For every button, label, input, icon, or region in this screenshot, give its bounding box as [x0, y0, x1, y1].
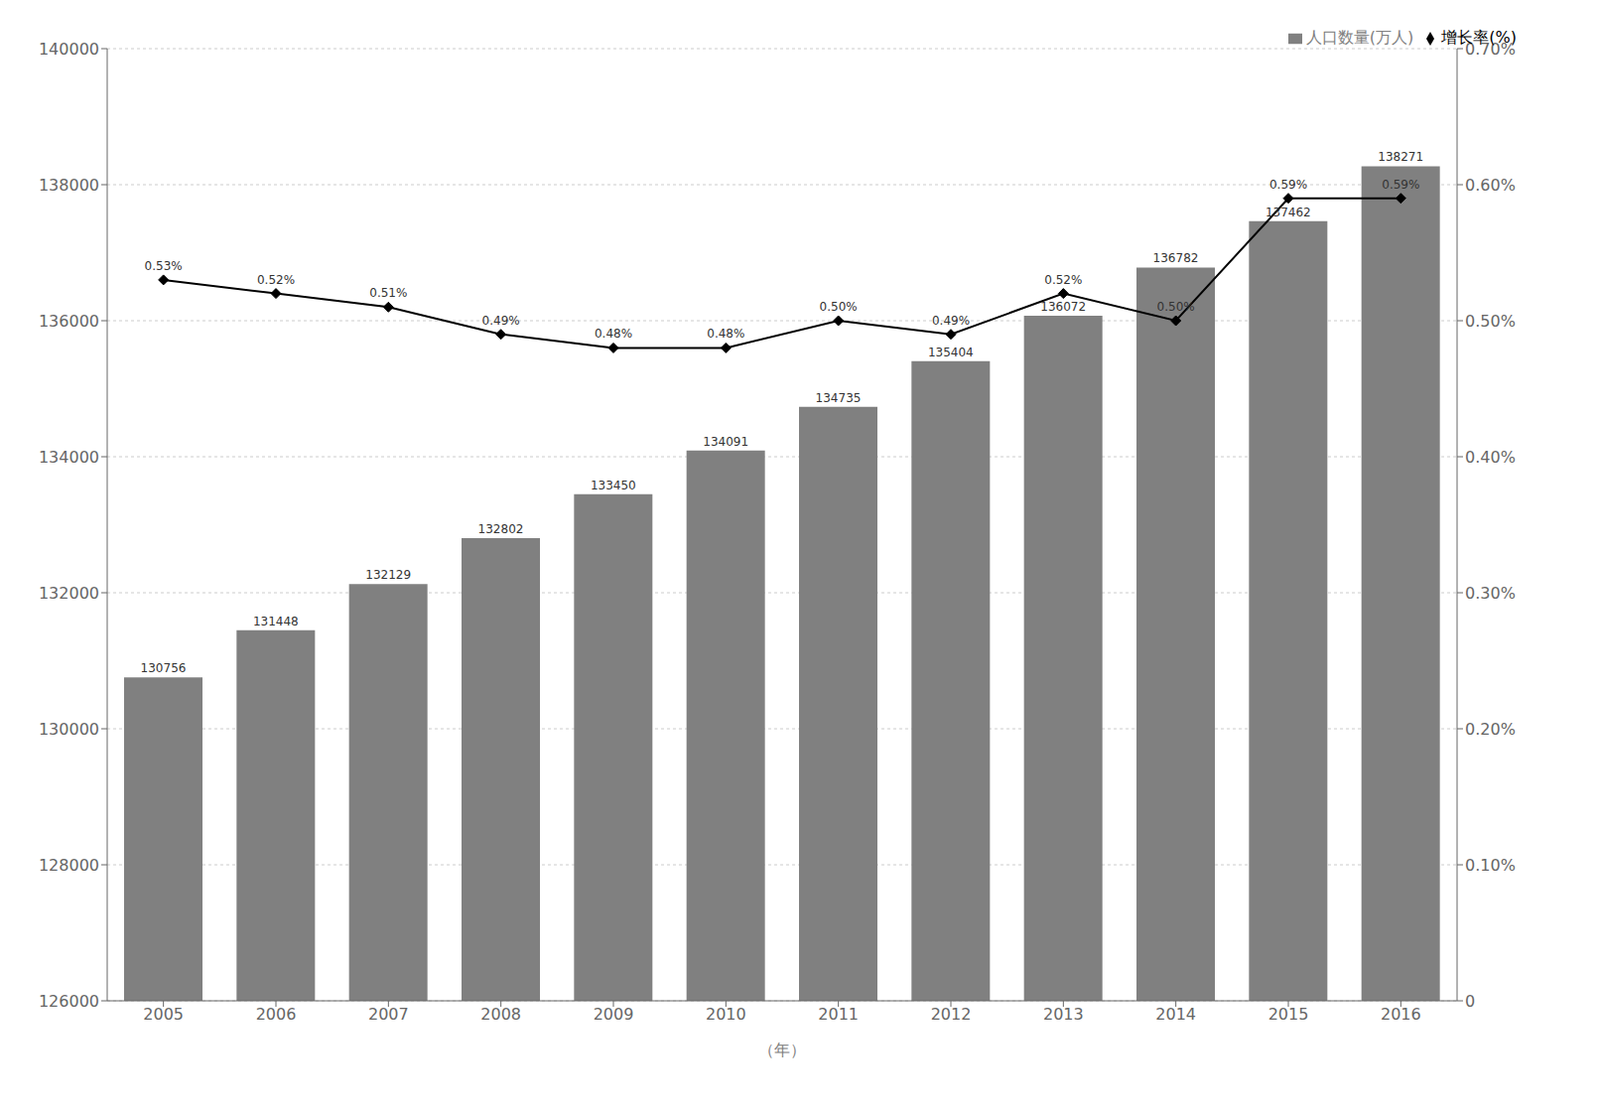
- svg-text:136782: 136782: [1153, 251, 1200, 266]
- svg-text:136000: 136000: [38, 311, 100, 331]
- svg-text:138000: 138000: [38, 175, 100, 195]
- svg-text:0.51%: 0.51%: [369, 285, 407, 300]
- svg-text:135404: 135404: [928, 345, 974, 360]
- svg-text:2013: 2013: [1043, 1004, 1084, 1024]
- svg-text:0.60%: 0.60%: [1465, 175, 1516, 195]
- svg-text:138271: 138271: [1377, 149, 1424, 164]
- svg-text:0.49%: 0.49%: [932, 313, 970, 328]
- svg-text:2011: 2011: [817, 1004, 859, 1024]
- svg-text:2008: 2008: [480, 1004, 522, 1024]
- svg-text:2009: 2009: [593, 1004, 635, 1024]
- svg-text:132802: 132802: [478, 522, 525, 536]
- svg-text:0.52%: 0.52%: [257, 272, 295, 287]
- svg-text:133450: 133450: [590, 478, 637, 493]
- svg-text:（年）: （年）: [758, 1040, 806, 1060]
- svg-text:132129: 132129: [365, 567, 411, 582]
- svg-text:126000: 126000: [38, 991, 100, 1011]
- svg-text:2015: 2015: [1268, 1004, 1310, 1024]
- svg-text:2005: 2005: [142, 1004, 184, 1024]
- svg-text:0.50%: 0.50%: [1157, 299, 1196, 314]
- svg-text:0.70%: 0.70%: [1465, 39, 1516, 59]
- svg-text:137462: 137462: [1265, 205, 1312, 220]
- svg-text:2007: 2007: [368, 1004, 409, 1024]
- svg-text:130000: 130000: [38, 719, 100, 739]
- svg-text:0.49%: 0.49%: [482, 313, 521, 328]
- svg-text:0.48%: 0.48%: [706, 326, 745, 341]
- svg-text:132000: 132000: [38, 583, 100, 603]
- svg-text:2006: 2006: [256, 1004, 297, 1024]
- svg-text:0.48%: 0.48%: [594, 326, 633, 341]
- svg-text:130756: 130756: [140, 661, 187, 675]
- svg-text:0.40%: 0.40%: [1465, 447, 1516, 467]
- svg-text:131448: 131448: [253, 614, 299, 629]
- svg-text:2012: 2012: [931, 1004, 972, 1024]
- svg-text:0.59%: 0.59%: [1269, 177, 1308, 192]
- svg-text:0.10%: 0.10%: [1465, 855, 1516, 875]
- svg-text:2016: 2016: [1380, 1004, 1422, 1024]
- svg-text:0: 0: [1465, 991, 1475, 1011]
- svg-text:134000: 134000: [38, 447, 100, 467]
- svg-text:134091: 134091: [702, 434, 749, 449]
- svg-text:2010: 2010: [705, 1004, 747, 1024]
- svg-text:136072: 136072: [1040, 299, 1086, 314]
- svg-text:0.52%: 0.52%: [1044, 272, 1082, 287]
- svg-text:134735: 134735: [815, 391, 862, 405]
- svg-text:128000: 128000: [38, 855, 100, 875]
- svg-text:0.50%: 0.50%: [1465, 311, 1516, 331]
- svg-text:0.53%: 0.53%: [144, 259, 183, 273]
- svg-text:0.20%: 0.20%: [1465, 719, 1516, 739]
- svg-text:140000: 140000: [38, 39, 100, 59]
- svg-text:0.30%: 0.30%: [1465, 583, 1516, 603]
- svg-text:0.50%: 0.50%: [819, 299, 858, 314]
- svg-text:0.59%: 0.59%: [1381, 177, 1420, 192]
- svg-text:2014: 2014: [1155, 1004, 1197, 1024]
